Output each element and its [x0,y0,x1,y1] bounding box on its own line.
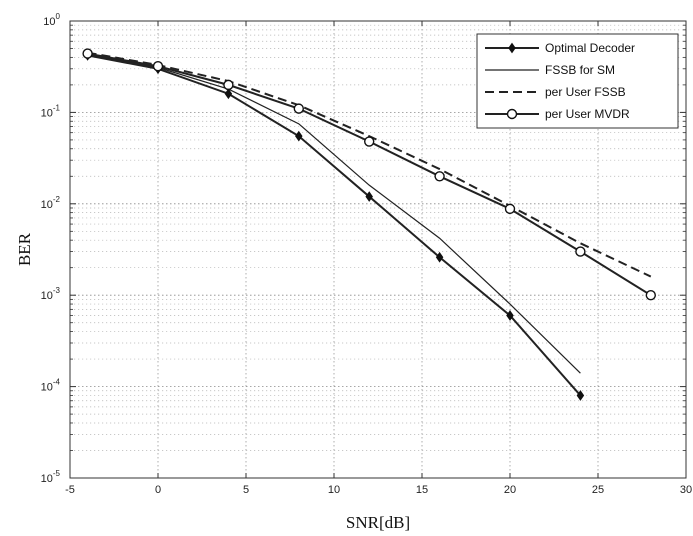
series-layer [82,48,656,401]
y-axis-title: BER [15,232,34,266]
series-4-point [645,290,656,301]
x-axis-title: SNR[dB] [346,513,410,532]
series-4-point [504,203,516,215]
series-4-point [152,61,164,72]
y-tick-label: 10-4 [41,378,61,394]
legend-marker-1 [508,42,516,54]
series-line-2 [87,53,581,374]
series-4-point [82,48,93,59]
x-tick-label: 5 [243,484,249,496]
y-tick-label: 100 [43,12,60,28]
x-tick-label: -5 [65,484,75,496]
x-tick-label: 0 [155,484,161,496]
legend-label-4: per User MVDR [545,107,630,121]
tick-layer: -5 0 5 10 15 20 25 30 100 10-1 10-2 10-3 10-4 10-5 [41,12,693,496]
legend-marker-4 [506,108,518,120]
series-4-point [575,246,586,257]
legend-label-2: FSSB for SM [545,63,615,77]
y-tick-label: 10-1 [41,103,61,119]
y-tick-label: 10-5 [41,469,61,485]
x-tick-label: 30 [680,484,692,496]
plot-frame [69,20,687,479]
series-1-point [435,251,444,263]
series-4-point [364,136,375,147]
series-1-point [506,310,514,321]
series-line-1 [87,54,582,397]
series-line-3 [87,51,652,278]
y-tick-label: 10-2 [41,195,61,211]
y-tick-label: 10-3 [41,286,61,302]
series-1-point [295,130,303,142]
x-tick-label: 15 [416,484,428,496]
x-tick-label: 10 [328,484,340,496]
series-1-point [576,390,585,401]
series-4-point [434,171,445,182]
series-4-point [223,79,234,91]
legend: Optimal Decoder FSSB for SM per User FSSB p… [476,33,679,129]
legend-label-1: Optimal Decoder [545,41,635,55]
series-4-point [293,103,304,114]
series-1-point [365,191,373,202]
legend-label-3: per User FSSB [545,85,626,99]
x-tick-label: 25 [592,484,604,496]
series-1-point [224,88,233,100]
x-tick-label: 20 [504,484,516,496]
